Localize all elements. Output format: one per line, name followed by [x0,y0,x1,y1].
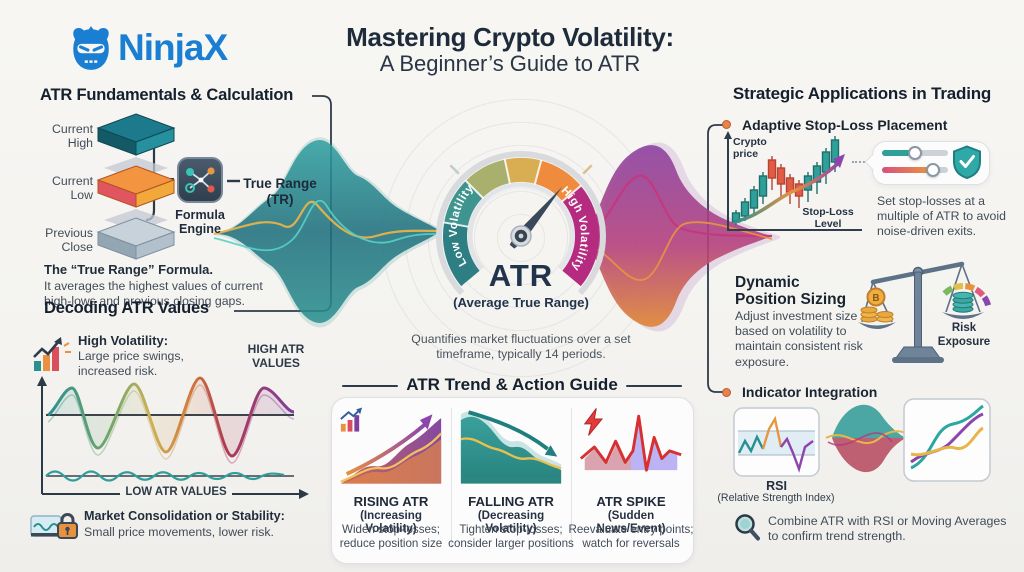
true-range-sub: (TR) [266,192,294,208]
position-sizing-title: Dynamic Position Sizing [735,274,847,309]
bullet-indicator [722,388,731,397]
svg-text:B: B [872,293,879,304]
indicator-wave [825,404,907,473]
stability-body: Small price movements, lower risk. [84,525,274,539]
high-volatility-title: High Volatility: [78,333,169,348]
lightning-icon [583,408,604,436]
bitcoin-coins: B [860,287,894,323]
atr-spike-body: Reevaluate entry points; watch for rever… [568,523,694,551]
slider-fill-1 [882,150,914,156]
high-volatility-icon [33,337,71,371]
stacked-inputs-diagram [96,113,176,260]
action-guide-heading: ATR Trend & Action Guide [406,375,618,394]
slider-knob-2 [926,163,940,177]
box-current-low [96,165,176,208]
left-volatility-wave [212,137,442,328]
bullet-stop-loss [722,120,731,129]
gauge-subtitle: (Average True Range) [453,295,589,310]
position-sizing-body: Adjust investment size based on volatili… [735,309,863,369]
atr-values-chart [37,376,309,499]
rsi-sublabel: (Relative Strength Index) [717,492,835,504]
heading-line-right [626,385,682,387]
indicator-title: Indicator Integration [742,384,878,400]
shield-check-icon [953,145,981,179]
stop-loss-level-label: Stop-Loss Level [802,206,854,231]
atr-spike-chart [579,408,682,472]
formula-engine-icon [177,157,223,203]
rising-mini-icon [340,407,363,432]
formula-title: The “True Range” Formula. [44,262,214,277]
risk-exposure-label: Risk Exposure [937,322,991,348]
right-volatility-wave [581,142,780,332]
brand-name: NinjaX [118,27,228,68]
true-range-label: True Range [243,176,317,191]
slider-fill-2 [882,167,932,173]
moving-averages-card [903,398,991,482]
stop-loss-title: Adaptive Stop-Loss Placement [742,117,948,133]
ninja-logo-icon [73,26,109,70]
falling-atr-subtitle: (Decreasing Volatility) [477,509,545,535]
high-volatility-body: Large price swings, increased risk. [78,349,184,379]
low-atr-values-label: LOW ATR VALUES [120,486,232,500]
stability-title: Market Consolidation or Stability: [84,509,285,523]
gauge-description: Quantifies market fluctuations over a se… [411,332,631,362]
rising-atr-title: RISING ATR [353,494,429,509]
stability-lock-icon [30,513,78,539]
indicator-note: Combine ATR with RSI or Moving Averages … [768,514,1007,544]
atr-gauge: Low Volatility High Volatility [436,151,606,296]
heading-line-left [342,385,398,387]
box-previous-close [96,217,176,260]
balance-scale: B [858,261,991,363]
stop-loss-note: Set stop-losses at a multiple of ATR to … [877,194,1006,239]
card-divider [451,408,452,548]
decoding-heading: Decoding ATR Values [44,299,209,317]
slider-knob-1 [908,146,922,160]
applications-heading: Strategic Applications in Trading [732,84,992,103]
input-label-current-high: Current High [51,122,93,151]
rising-atr-chart [340,407,442,484]
rising-atr-body: Widen stop-losses; reduce position size [339,523,443,551]
rsi-chart-card [733,407,820,477]
risk-gauge-arc [942,283,991,307]
atr-spike-title: ATR SPIKE [596,494,666,509]
formula-engine-label: Formula Engine [175,208,225,237]
gauge-needle [509,187,563,249]
input-label-previous-close: Previous Close [45,226,93,255]
box-current-high [96,113,176,156]
main-title-line1: Mastering Crypto Volatility: [346,22,674,52]
falling-atr-chart [460,410,562,484]
input-label-current-low: Current Low [51,174,93,203]
high-atr-values-label: HIGH ATR VALUES [247,342,305,371]
dotted-connector [852,161,872,163]
falling-atr-title: FALLING ATR [468,494,554,509]
crypto-price-label: Crypto price [733,136,767,161]
fundamentals-heading: ATR Fundamentals & Calculation [40,86,294,104]
gauge-title: ATR [488,258,554,293]
magnifier-icon [735,514,760,541]
crypto-price-chart [724,131,862,231]
formula-body: It averages the highest values of curren… [44,279,263,309]
rising-atr-subtitle: (Increasing Volatility) [360,509,422,535]
atr-spike-subtitle: (Sudden News/Event) [596,509,666,535]
falling-atr-body: Tighten stop-losses; consider larger pos… [448,523,574,551]
teal-coins [952,291,974,313]
rsi-label: RSI [766,479,787,493]
main-title-line2: A Beginner’s Guide to ATR [379,51,641,76]
card-divider [571,408,572,548]
